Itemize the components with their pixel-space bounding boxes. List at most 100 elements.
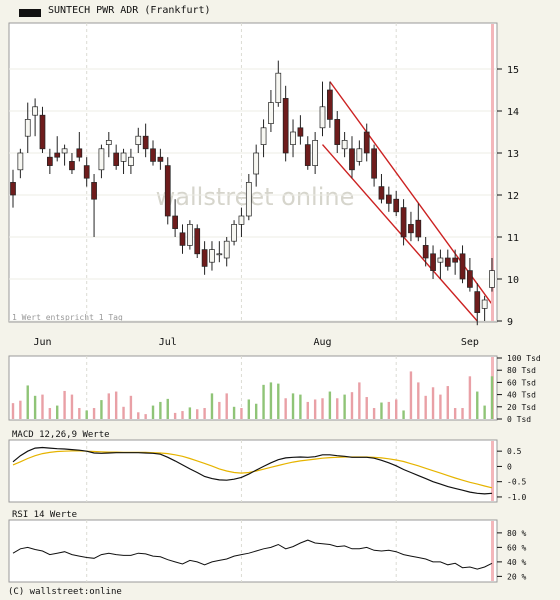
candle-body — [253, 152, 260, 175]
candle-body — [444, 257, 451, 267]
rsi-tick-label: 60 % — [507, 543, 526, 552]
volume-bar — [262, 384, 265, 419]
candle-body — [378, 186, 385, 200]
price-tick-label: 12 — [507, 191, 519, 202]
volume-bar — [446, 386, 449, 419]
volume-bar — [343, 394, 346, 419]
candle-body — [400, 207, 407, 238]
candle-body — [187, 224, 193, 246]
price-tick-label: 15 — [507, 65, 519, 76]
candle-body — [24, 119, 31, 137]
candle-body — [201, 249, 208, 267]
candle-body — [297, 127, 304, 137]
volume-bar — [85, 410, 88, 419]
volume-bar — [380, 402, 383, 419]
candle-body — [61, 148, 68, 154]
candle-body — [54, 152, 61, 158]
candle-body — [128, 156, 134, 166]
volume-bar — [173, 412, 177, 419]
volume-bar — [181, 411, 184, 419]
candle-body — [113, 152, 120, 166]
candle-body — [422, 245, 429, 259]
volume-bar — [313, 399, 317, 419]
volume-tick-label: 100 Tsd — [507, 354, 541, 363]
candle-body — [98, 148, 105, 171]
volume-bar — [63, 390, 66, 419]
volume-bar — [203, 408, 206, 419]
candle-body — [349, 148, 355, 171]
volume-bar — [11, 403, 15, 419]
candle-body — [467, 270, 473, 288]
candle-body — [393, 198, 400, 213]
volume-bar — [291, 393, 295, 419]
volume-bar — [424, 395, 427, 419]
volume-bar — [92, 408, 96, 419]
volume-bar — [232, 406, 236, 419]
candle-body — [172, 215, 178, 229]
candle-body — [76, 148, 83, 158]
chart-title: SUNTECH PWR ADR (Frankfurt) — [48, 5, 211, 16]
watermark: wallstreet online — [156, 183, 355, 211]
macd-tick-label: 0 — [507, 462, 512, 471]
candle-body — [268, 102, 274, 124]
volume-bar — [461, 408, 464, 419]
candle-body — [356, 148, 363, 162]
volume-bar — [78, 408, 81, 419]
volume-bar — [225, 393, 228, 419]
volume-tick-label: 20 Tsd — [507, 403, 536, 412]
rsi-tick-label: 40 % — [507, 558, 526, 567]
volume-bar — [129, 395, 133, 419]
current-day-marker — [491, 521, 494, 581]
volume-bar — [453, 408, 457, 419]
volume-tick-label: 80 Tsd — [507, 366, 536, 375]
candle-body — [319, 106, 326, 129]
candle-body — [39, 114, 46, 150]
candle-body — [223, 240, 230, 259]
volume-bar — [277, 383, 280, 419]
price-tick-label: 14 — [507, 107, 519, 118]
volume-bar — [247, 399, 251, 419]
candle-body — [216, 253, 223, 256]
candle-body — [312, 140, 318, 166]
candle-body — [150, 148, 156, 162]
candle-body — [105, 140, 112, 145]
volume-bar — [56, 405, 59, 419]
volume-bar — [468, 376, 472, 419]
candle-body — [304, 144, 311, 166]
volume-tick-label: 0 Tsd — [507, 415, 531, 424]
volume-bar — [137, 412, 140, 419]
volume-bar — [476, 391, 479, 419]
candle-body — [260, 127, 267, 145]
volume-bar — [196, 409, 199, 419]
volume-bar — [240, 408, 243, 419]
candle-body — [17, 152, 24, 171]
candle-body — [194, 228, 201, 255]
volume-bar — [210, 393, 214, 419]
volume-bar — [490, 376, 494, 419]
candle-body — [489, 270, 495, 288]
copyright: (C) wallstreet:online — [8, 587, 122, 597]
candle-body — [481, 299, 488, 309]
candle-body — [408, 224, 414, 234]
volume-tick-label: 60 Tsd — [507, 378, 536, 387]
candle-body — [385, 194, 392, 204]
volume-bar — [365, 397, 368, 419]
candle-body — [157, 156, 164, 162]
candle-body — [341, 140, 348, 150]
candle-body — [290, 131, 296, 145]
candle-body — [238, 215, 245, 225]
rsi-panel — [8, 519, 498, 583]
volume-bar — [159, 401, 162, 419]
volume-bar — [26, 385, 29, 419]
current-day-marker — [491, 24, 494, 321]
macd-tick-label: -0.5 — [507, 478, 526, 487]
volume-bar — [284, 398, 287, 419]
candle-body — [282, 98, 289, 154]
candle-body — [32, 106, 38, 116]
volume-bar — [151, 405, 155, 419]
volume-bar — [70, 394, 74, 419]
month-label: Jul — [159, 337, 177, 348]
macd-tick-label: -1.0 — [507, 493, 526, 502]
volume-tick-label: 40 Tsd — [507, 391, 536, 400]
